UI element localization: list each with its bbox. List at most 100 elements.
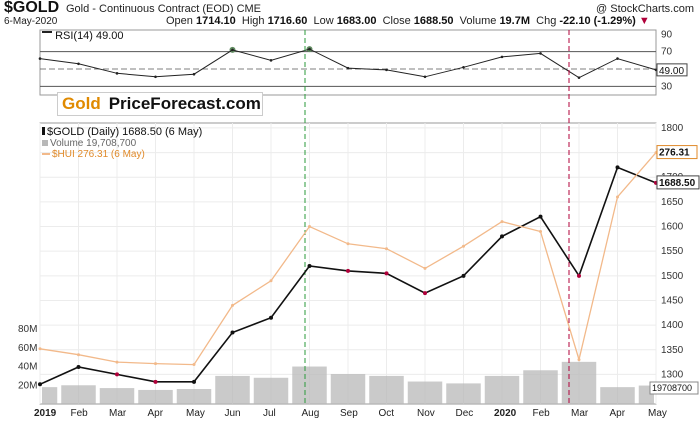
x-tick-label: Dec [456, 408, 474, 419]
low-value: 1683.00 [336, 15, 377, 27]
volume-last-value-box [649, 381, 699, 395]
legend-volume: Volume 19,708,700 [42, 138, 202, 149]
gold-price-point [577, 273, 581, 278]
chart-marks: 9070503049.00180017501700165016001550150… [18, 29, 700, 419]
price-tick-label: 1500 [661, 271, 684, 282]
exchange-text: CME [236, 3, 262, 15]
volume-bar [61, 385, 96, 404]
gold-price-point [538, 214, 543, 219]
rsi-tick-label: 70 [661, 47, 673, 58]
hui-last-value-label: 276.31 [659, 148, 690, 159]
rsi-tick-label: 30 [661, 81, 673, 92]
volume-last-value-label: 19708700 [652, 383, 692, 393]
open-label: Open [166, 15, 193, 27]
x-tick-label: May [648, 408, 667, 419]
volume-tick-label: 60M [18, 343, 37, 354]
rsi-last-value-box [656, 63, 688, 77]
x-tick-label: Feb [71, 408, 89, 419]
gold-last-value-label: 1688.50 [659, 178, 696, 189]
gold-price-point [423, 291, 427, 296]
volume-bar [407, 381, 443, 404]
volume-tick-label: 20M [18, 380, 37, 391]
high-value: 1716.60 [267, 15, 308, 27]
close-value: 1688.50 [413, 15, 454, 27]
hui-point [500, 220, 504, 224]
rsi-text: RSI(14) 49.00 [55, 30, 124, 42]
description-text: Gold - Continuous Contract (EOD) [66, 3, 234, 15]
price-tick-label: 1550 [661, 246, 684, 257]
chart-panels [39, 29, 657, 405]
x-tick-label: 2019 [34, 408, 57, 419]
volume-bar [523, 370, 558, 404]
volume-bar [215, 375, 250, 404]
low-label: Low [313, 15, 334, 27]
hui-point [269, 279, 273, 283]
gold-price-point [269, 315, 273, 320]
x-tick-label: Mar [109, 408, 127, 419]
rsi-point [308, 47, 311, 51]
gold-price-point [461, 273, 466, 278]
rsi-point [500, 55, 504, 59]
instrument-description: Gold - Continuous Contract (EOD) CME [66, 3, 261, 15]
gold-last-value-box [656, 175, 700, 190]
volume-bar [42, 387, 58, 404]
ticker-symbol: $GOLD [4, 0, 60, 16]
rsi-point [154, 75, 157, 79]
gold-price-point [230, 330, 235, 335]
rsi-label: RSI(14) 49.00 [42, 30, 124, 42]
candlestick-icon [42, 127, 45, 135]
hui-point [154, 362, 157, 366]
price-tick-label: 1800 [661, 123, 684, 134]
gold-price-point [346, 268, 350, 273]
hui-point [115, 360, 119, 364]
watermark: @ StockCharts.com [596, 3, 694, 15]
x-tick-label: Aug [302, 408, 320, 419]
rsi-tick-label: 90 [661, 29, 673, 40]
price-tick-label: 1350 [661, 345, 684, 356]
hui-last-value-box [656, 145, 698, 160]
rsi-point [38, 57, 42, 60]
rsi-point [77, 62, 80, 66]
hui-point [423, 266, 427, 270]
volume-bar [484, 375, 520, 404]
rsi-point [616, 57, 619, 60]
rsi-point [192, 72, 196, 76]
volume-bar [176, 389, 212, 404]
gold-price-point [615, 165, 620, 170]
rsi-icon [42, 31, 52, 41]
gold-price-point [76, 365, 81, 370]
hui-point [192, 363, 196, 367]
volume-swatch-icon [42, 140, 48, 146]
price-tick-label: 1600 [661, 222, 684, 233]
chart-legend: $GOLD (Daily) 1688.50 (6 May) Volume 19,… [42, 127, 202, 160]
volume-bar [253, 377, 289, 404]
x-tick-label: Jul [263, 408, 276, 419]
legend-main-series: $GOLD (Daily) 1688.50 (6 May) [42, 127, 202, 138]
rsi-point [231, 48, 234, 52]
x-tick-label: Sep [340, 408, 358, 419]
x-tick-label: May [186, 408, 205, 419]
gold-price-point [38, 382, 42, 387]
gold-price-point [115, 372, 119, 377]
legend-main-text: $GOLD (Daily) 1688.50 (6 May) [47, 126, 203, 138]
rsi-point [346, 66, 350, 70]
gold-price-point [192, 379, 196, 384]
quote-date: 6-May-2020 [4, 16, 58, 27]
x-tick-label: Mar [571, 408, 589, 419]
rsi-point [269, 59, 273, 62]
rsi-last-value-label: 49.00 [659, 66, 684, 77]
hui-point [77, 353, 80, 357]
gold-price-point [384, 271, 389, 276]
hui-swatch-icon [42, 153, 50, 156]
chg-value: -22.10 (-1.29%) [559, 15, 636, 27]
price-tick-label: 1300 [661, 369, 684, 380]
volume-tick-label: 80M [18, 324, 37, 335]
site-logo: Gold PriceForecast.com [57, 92, 263, 116]
volume-bar [369, 375, 404, 404]
x-tick-label: Feb [533, 408, 551, 419]
logo-part-gold: Gold [62, 94, 101, 113]
volume-bar [330, 374, 366, 404]
hui-point [577, 358, 581, 362]
gold-price-point [153, 379, 158, 384]
gold-price-point [500, 234, 504, 239]
